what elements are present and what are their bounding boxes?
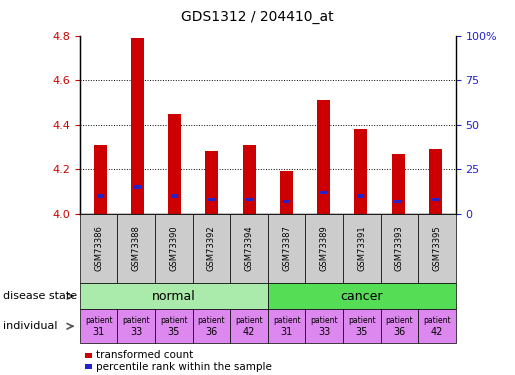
Text: 42: 42 xyxy=(431,327,443,337)
Text: patient: patient xyxy=(85,316,112,325)
Bar xyxy=(354,129,367,214)
Text: patient: patient xyxy=(235,316,263,325)
Text: 31: 31 xyxy=(93,327,105,337)
Text: normal: normal xyxy=(152,290,196,303)
Text: 42: 42 xyxy=(243,327,255,337)
Bar xyxy=(391,154,405,214)
Text: 33: 33 xyxy=(318,327,330,337)
Text: patient: patient xyxy=(273,316,300,325)
Text: patient: patient xyxy=(423,316,451,325)
Bar xyxy=(97,194,104,198)
Text: GSM73388: GSM73388 xyxy=(132,225,141,272)
Bar xyxy=(283,200,290,203)
Text: patient: patient xyxy=(348,316,375,325)
Text: patient: patient xyxy=(123,316,150,325)
Text: 35: 35 xyxy=(355,327,368,337)
Text: GSM73390: GSM73390 xyxy=(169,226,178,271)
Bar xyxy=(246,198,253,201)
Text: GSM73393: GSM73393 xyxy=(395,226,404,272)
Bar xyxy=(209,198,216,201)
Bar xyxy=(168,114,181,214)
Text: individual: individual xyxy=(3,321,57,331)
Text: 36: 36 xyxy=(393,327,405,337)
Bar xyxy=(429,149,442,214)
Text: disease state: disease state xyxy=(3,291,77,301)
Text: 36: 36 xyxy=(205,327,217,337)
Text: percentile rank within the sample: percentile rank within the sample xyxy=(96,362,272,372)
Bar xyxy=(171,194,178,198)
Bar xyxy=(205,152,218,214)
Text: patient: patient xyxy=(311,316,338,325)
Text: patient: patient xyxy=(160,316,187,325)
Text: patient: patient xyxy=(198,316,225,325)
Bar xyxy=(320,191,327,194)
Text: cancer: cancer xyxy=(340,290,383,303)
Bar xyxy=(432,198,439,201)
Text: GSM73392: GSM73392 xyxy=(207,226,216,271)
Text: GSM73391: GSM73391 xyxy=(357,226,366,271)
Bar xyxy=(394,200,402,203)
Bar xyxy=(357,194,365,198)
Text: GSM73387: GSM73387 xyxy=(282,225,291,272)
Bar xyxy=(94,145,107,214)
Text: GSM73394: GSM73394 xyxy=(245,226,253,271)
Text: GSM73395: GSM73395 xyxy=(433,226,441,271)
Text: GSM73386: GSM73386 xyxy=(94,225,103,272)
Bar xyxy=(134,185,141,189)
Text: 35: 35 xyxy=(167,327,180,337)
Text: GDS1312 / 204410_at: GDS1312 / 204410_at xyxy=(181,10,334,24)
Bar xyxy=(243,145,256,214)
Bar xyxy=(317,100,330,214)
Bar xyxy=(131,38,144,214)
Text: transformed count: transformed count xyxy=(96,351,193,360)
Text: patient: patient xyxy=(386,316,413,325)
Text: 33: 33 xyxy=(130,327,142,337)
Text: 31: 31 xyxy=(281,327,293,337)
Bar xyxy=(280,171,293,214)
Text: GSM73389: GSM73389 xyxy=(320,226,329,272)
